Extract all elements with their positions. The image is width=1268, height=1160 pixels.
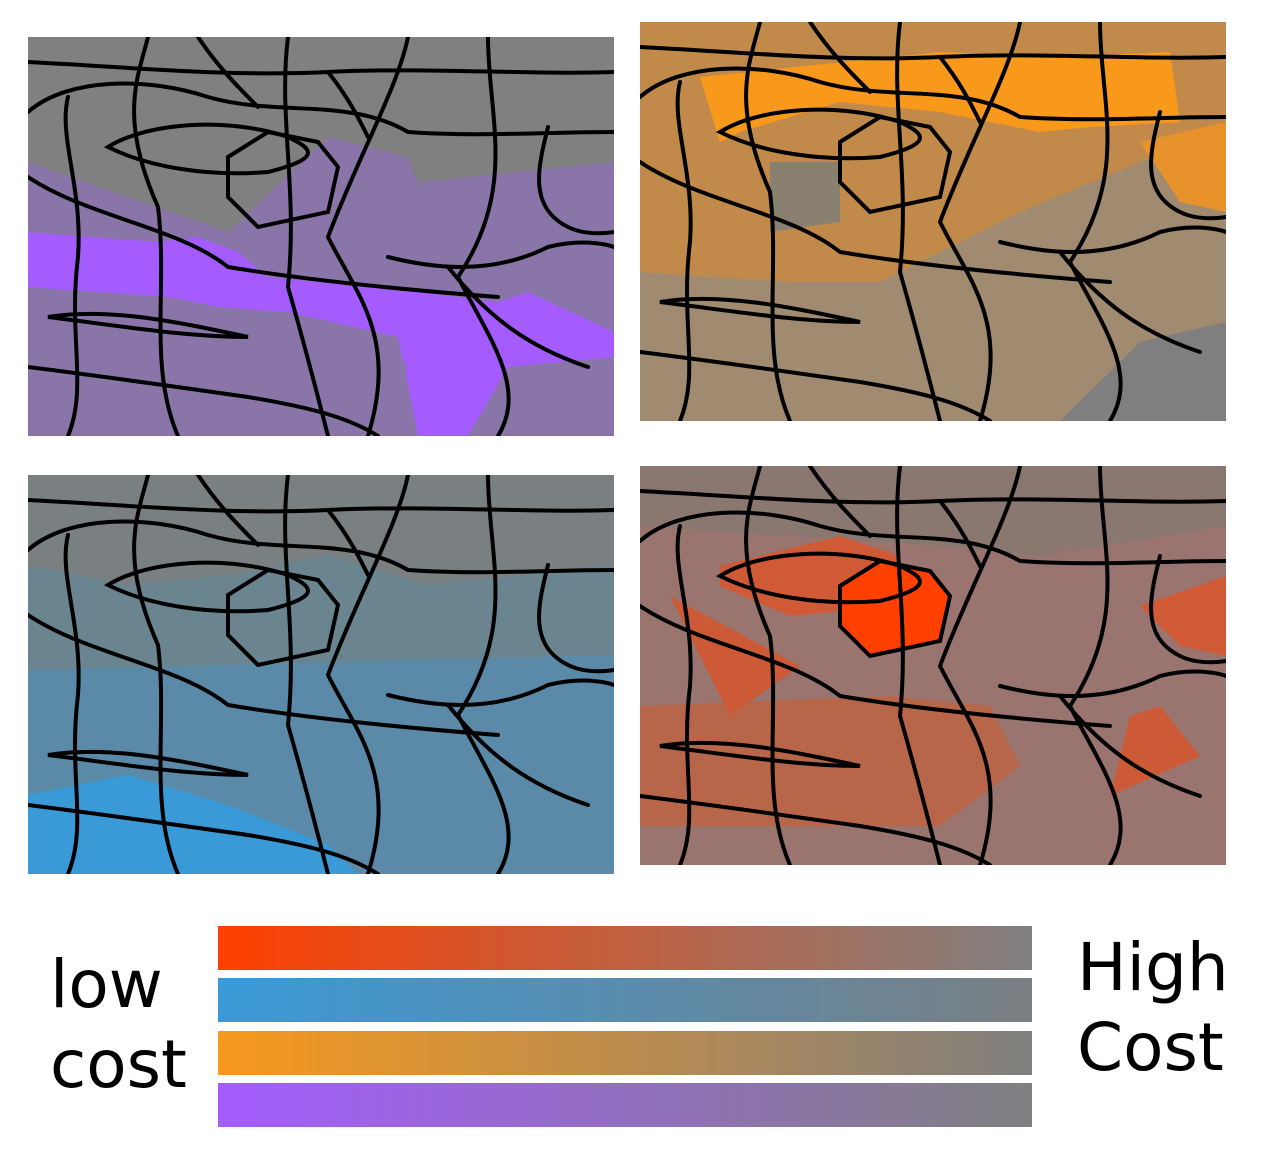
road-2 [640, 66, 1226, 122]
road-15 [808, 22, 872, 94]
road-12 [998, 225, 1226, 254]
map-red-svg [640, 466, 1226, 865]
map-purple-svg [28, 37, 614, 436]
road-12 [998, 669, 1226, 698]
road-8 [47, 749, 249, 777]
road-14 [63, 533, 81, 874]
road-6 [455, 37, 511, 436]
cost-zone-high [640, 466, 1226, 556]
road-10 [103, 122, 310, 176]
road-7 [28, 613, 500, 737]
road-network [28, 475, 614, 874]
road-15 [808, 466, 872, 538]
road-11 [226, 567, 341, 668]
road-7 [640, 160, 1112, 284]
road-8 [47, 311, 249, 339]
road-17 [1058, 694, 1202, 798]
cost-zone-lowest [840, 561, 950, 656]
cost-zone-low-east [1140, 576, 1226, 656]
road-11 [226, 129, 341, 230]
legend-low-word: low [50, 946, 163, 1023]
cost-zone-mid-lower [28, 317, 408, 436]
road-3 [132, 475, 180, 874]
road-8 [659, 740, 861, 768]
road-14 [675, 524, 693, 865]
cost-zone-low-right [1110, 706, 1200, 796]
road-14 [675, 80, 693, 421]
road-5 [325, 475, 410, 874]
legend-bar-red [218, 926, 1032, 970]
road-2 [28, 519, 614, 575]
legend-high-cost-label: High Cost [1077, 928, 1267, 1088]
road-15 [196, 475, 260, 547]
road-16 [326, 70, 370, 139]
road-10 [103, 560, 310, 614]
legend-low-cost-label: low cost [50, 945, 210, 1105]
legend-bar-blue [218, 978, 1032, 1022]
road-13 [1149, 110, 1226, 221]
road-3 [744, 466, 792, 865]
road-2 [28, 81, 614, 137]
map-panel-red [640, 466, 1226, 865]
road-10 [715, 107, 922, 161]
cost-zone-low-left [670, 596, 800, 716]
cost-zone-low [28, 232, 614, 436]
map-blue-svg [28, 475, 614, 874]
road-3 [132, 37, 180, 436]
cost-zone-low-right [1140, 122, 1226, 212]
road-2 [640, 510, 1226, 566]
road-9 [28, 365, 380, 436]
road-16 [326, 508, 370, 577]
cost-zone-high [28, 475, 614, 585]
road-network [28, 37, 614, 436]
road-6 [1067, 466, 1123, 865]
cost-zone-low [28, 775, 358, 874]
road-9 [640, 350, 992, 421]
road-12 [386, 678, 614, 707]
road-13 [1149, 554, 1226, 665]
road-6 [455, 475, 511, 874]
legend-high-word: High [1077, 929, 1229, 1006]
legend-cost-word: cost [50, 1026, 187, 1103]
map-panel-purple [28, 37, 614, 436]
map-panel-blue [28, 475, 614, 874]
road-5 [325, 37, 410, 436]
road-3 [744, 22, 792, 421]
cost-zone-grey-center [770, 162, 840, 232]
road-8 [659, 296, 861, 324]
road-7 [640, 604, 1112, 728]
road-14 [63, 95, 81, 436]
road-17 [446, 265, 590, 369]
road-10 [715, 551, 922, 605]
legend-cost-word: Cost [1077, 1009, 1224, 1086]
road-6 [1067, 22, 1123, 421]
road-12 [386, 240, 614, 269]
legend-bar-purple [218, 1083, 1032, 1127]
map-orange-svg [640, 22, 1226, 421]
road-17 [1058, 250, 1202, 354]
road-network [640, 466, 1226, 865]
road-11 [838, 114, 953, 215]
road-11 [838, 558, 953, 659]
road-16 [938, 499, 982, 568]
road-9 [28, 803, 380, 874]
road-5 [937, 22, 1022, 421]
road-16 [938, 55, 982, 124]
road-13 [537, 563, 614, 674]
map-panel-orange [640, 22, 1226, 421]
road-5 [937, 466, 1022, 865]
road-13 [537, 125, 614, 236]
road-9 [640, 794, 992, 865]
road-15 [196, 37, 260, 109]
legend-bar-orange [218, 1031, 1032, 1075]
road-network [640, 22, 1226, 421]
road-7 [28, 175, 500, 299]
road-17 [446, 703, 590, 807]
